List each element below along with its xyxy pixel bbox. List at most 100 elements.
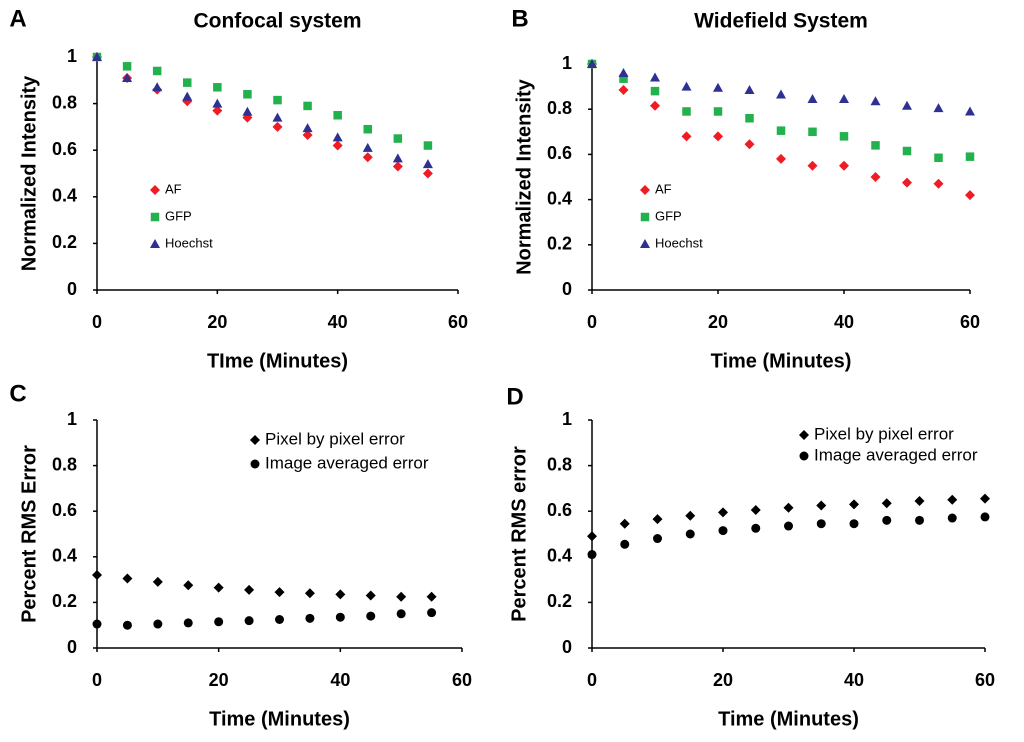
marker-square [776, 126, 786, 135]
marker-circle [882, 515, 892, 525]
marker-diamond [304, 588, 315, 599]
marker-triangle [422, 159, 433, 169]
x-tick-label: 60 [452, 670, 472, 690]
legend-marker [250, 435, 260, 445]
marker-diamond [849, 499, 859, 510]
y-tick-label: 1 [562, 53, 572, 73]
marker-square [745, 113, 754, 123]
legend-label: Hoechst [655, 235, 703, 250]
marker-circle [947, 513, 957, 523]
y-tick-label: 0.8 [547, 454, 572, 474]
marker-square [902, 146, 912, 156]
marker-diamond [335, 589, 346, 600]
marker-circle [214, 617, 224, 627]
y-axis-label: Percent RMS Error [18, 445, 40, 623]
marker-diamond [783, 502, 794, 513]
marker-diamond [750, 505, 761, 516]
x-axis-label: Time (Minutes) [711, 350, 852, 372]
panel-letter: D [506, 383, 523, 410]
legend-label: Hoechst [165, 235, 213, 250]
marker-diamond [365, 590, 376, 601]
marker-diamond [744, 139, 755, 150]
marker-diamond [152, 576, 163, 587]
marker-triangle [182, 91, 193, 101]
marker-square [934, 153, 943, 163]
legend-label: AF [165, 181, 182, 196]
legend-label: GFP [165, 208, 192, 223]
x-tick-label: 0 [92, 670, 102, 690]
marker-diamond [947, 494, 958, 505]
marker-circle [685, 529, 695, 539]
marker-square [808, 127, 817, 137]
marker-triangle [242, 106, 253, 116]
marker-circle [244, 616, 254, 626]
marker-circle [335, 612, 345, 622]
marker-diamond [619, 518, 630, 529]
marker-square [965, 152, 975, 161]
legend-label: GFP [655, 208, 682, 223]
marker-circle [849, 519, 859, 529]
marker-diamond [426, 591, 437, 602]
marker-triangle [933, 103, 944, 113]
marker-triangle [681, 81, 692, 91]
x-axis-label: TIme (Minutes) [207, 350, 348, 372]
marker-triangle [807, 94, 818, 104]
marker-circle [183, 618, 193, 628]
marker-triangle [902, 100, 912, 110]
x-axis-label: Time (Minutes) [209, 708, 350, 730]
y-tick-label: 1 [67, 409, 77, 429]
marker-square [619, 74, 628, 83]
x-tick-label: 20 [207, 312, 227, 332]
marker-square [363, 124, 372, 134]
legend-label: Image averaged error [814, 445, 978, 464]
chart-title: Widefield System [694, 10, 868, 33]
marker-triangle [272, 112, 283, 122]
panel-letter: B [511, 5, 528, 32]
y-tick-label: 0 [67, 279, 77, 299]
y-tick-label: 0.6 [52, 139, 77, 159]
legend-marker [799, 451, 809, 461]
marker-square [273, 95, 282, 105]
marker-square [871, 141, 880, 150]
marker-diamond [650, 100, 660, 111]
x-tick-label: 40 [834, 312, 854, 332]
marker-diamond [618, 84, 629, 95]
marker-diamond [392, 161, 403, 172]
marker-circle [784, 521, 793, 531]
marker-circle [751, 523, 761, 533]
x-tick-label: 20 [209, 670, 229, 690]
marker-circle [587, 550, 597, 560]
marker-triangle [618, 68, 629, 78]
marker-triangle [332, 132, 343, 142]
panel-letter: C [9, 380, 26, 407]
marker-diamond [213, 582, 224, 593]
marker-square [183, 78, 192, 87]
marker-circle [396, 609, 406, 619]
marker-diamond [652, 514, 663, 525]
marker-diamond [244, 584, 255, 595]
marker-circle [915, 515, 924, 525]
x-axis-label: Time (Minutes) [718, 708, 859, 730]
chart-title: Confocal system [193, 10, 361, 33]
legend-marker [799, 430, 809, 440]
y-tick-label: 0.6 [52, 500, 77, 520]
y-tick-label: 0.8 [52, 92, 77, 112]
marker-triangle [212, 98, 223, 108]
legend-label: Pixel by pixel error [265, 429, 405, 448]
y-tick-label: 1 [562, 409, 572, 429]
marker-diamond [332, 140, 343, 151]
marker-circle [366, 611, 376, 621]
legend-marker [640, 212, 650, 222]
marker-diamond [122, 573, 133, 584]
legend-marker [250, 459, 260, 469]
marker-circle [275, 615, 284, 624]
y-tick-label: 0.2 [547, 234, 572, 254]
y-tick-label: 0.8 [52, 454, 77, 474]
marker-triangle [302, 123, 313, 133]
marker-triangle [965, 106, 975, 116]
x-tick-label: 0 [92, 312, 102, 332]
x-tick-label: 0 [587, 670, 597, 690]
marker-triangle [587, 59, 597, 68]
y-tick-label: 0.2 [52, 591, 77, 611]
